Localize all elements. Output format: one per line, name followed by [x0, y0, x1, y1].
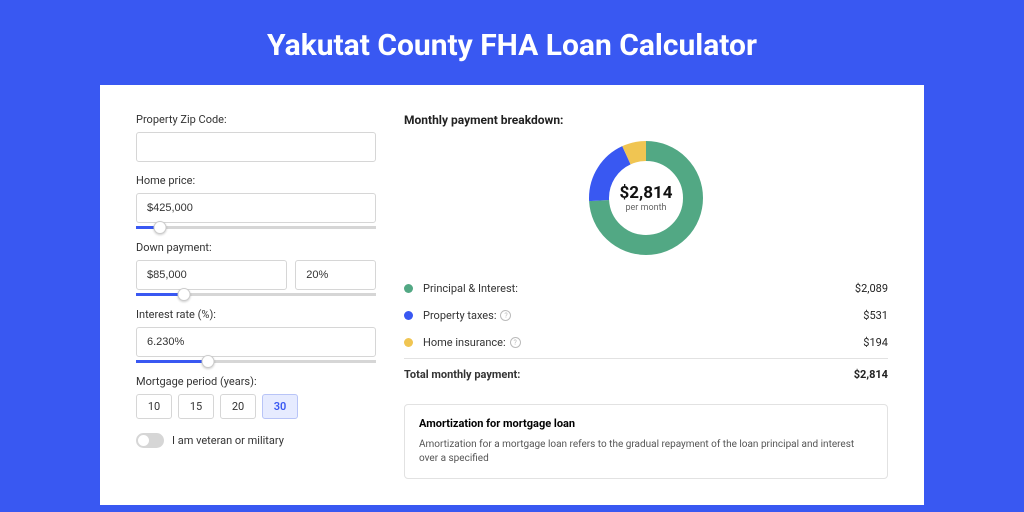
donut-sub: per month [625, 203, 666, 213]
calculator-card: Property Zip Code: Home price: Down paym… [100, 85, 924, 505]
results-panel: Monthly payment breakdown: $2,814 per mo… [404, 113, 888, 477]
legend-label: Principal & Interest: [423, 282, 518, 295]
interest-slider-thumb[interactable] [202, 355, 215, 368]
period-label: Mortgage period (years): [136, 375, 376, 388]
legend-dot [404, 311, 413, 320]
legend-dot [404, 338, 413, 347]
legend-item: Property taxes: ? $531 [404, 302, 888, 329]
down-payment-pct-input[interactable] [295, 260, 376, 290]
amortization-title: Amortization for mortgage loan [419, 417, 873, 430]
period-option-20[interactable]: 20 [220, 394, 256, 419]
home-price-field: Home price: [136, 174, 376, 229]
period-options: 10152030 [136, 394, 376, 419]
interest-field: Interest rate (%): [136, 308, 376, 363]
interest-slider[interactable] [136, 360, 376, 363]
interest-slider-fill [136, 360, 208, 363]
zip-input[interactable] [136, 132, 376, 162]
legend-total-row: Total monthly payment: $2,814 [404, 358, 888, 388]
amortization-text: Amortization for a mortgage loan refers … [419, 438, 873, 466]
page-title: Yakutat County FHA Loan Calculator [0, 0, 1024, 85]
legend-label: Home insurance: ? [423, 336, 521, 349]
legend-label: Property taxes: ? [423, 309, 511, 322]
legend-value: $2,089 [855, 282, 888, 295]
donut-chart: $2,814 per month [587, 139, 705, 257]
home-price-input[interactable] [136, 193, 376, 223]
legend-value: $194 [863, 336, 888, 349]
donut-center: $2,814 per month [587, 139, 705, 257]
form-panel: Property Zip Code: Home price: Down paym… [136, 113, 376, 477]
total-value: $2,814 [854, 368, 888, 381]
legend-dot [404, 284, 413, 293]
info-icon[interactable]: ? [500, 310, 511, 321]
info-icon[interactable]: ? [510, 337, 521, 348]
legend-item: Home insurance: ? $194 [404, 329, 888, 356]
breakdown-title: Monthly payment breakdown: [404, 113, 888, 127]
legend-value: $531 [863, 309, 888, 322]
interest-input[interactable] [136, 327, 376, 357]
legend: Principal & Interest: $2,089 Property taxe… [404, 275, 888, 388]
home-price-slider-thumb[interactable] [154, 221, 167, 234]
down-payment-input[interactable] [136, 260, 287, 290]
home-price-slider[interactable] [136, 226, 376, 229]
total-label: Total monthly payment: [404, 368, 520, 381]
home-price-label: Home price: [136, 174, 376, 187]
veteran-toggle[interactable] [136, 433, 164, 448]
interest-label: Interest rate (%): [136, 308, 376, 321]
period-option-15[interactable]: 15 [178, 394, 214, 419]
donut-total: $2,814 [620, 183, 673, 203]
down-payment-label: Down payment: [136, 241, 376, 254]
period-option-10[interactable]: 10 [136, 394, 172, 419]
period-option-30[interactable]: 30 [262, 394, 298, 419]
down-payment-slider-thumb[interactable] [178, 288, 191, 301]
legend-item: Principal & Interest: $2,089 [404, 275, 888, 302]
donut-chart-wrap: $2,814 per month [404, 139, 888, 257]
down-payment-field: Down payment: [136, 241, 376, 296]
down-payment-slider[interactable] [136, 293, 376, 296]
amortization-box: Amortization for mortgage loan Amortizat… [404, 404, 888, 479]
period-field: Mortgage period (years): 10152030 [136, 375, 376, 419]
veteran-field: I am veteran or military [136, 433, 376, 448]
veteran-label: I am veteran or military [172, 434, 284, 447]
zip-field: Property Zip Code: [136, 113, 376, 162]
zip-label: Property Zip Code: [136, 113, 376, 126]
